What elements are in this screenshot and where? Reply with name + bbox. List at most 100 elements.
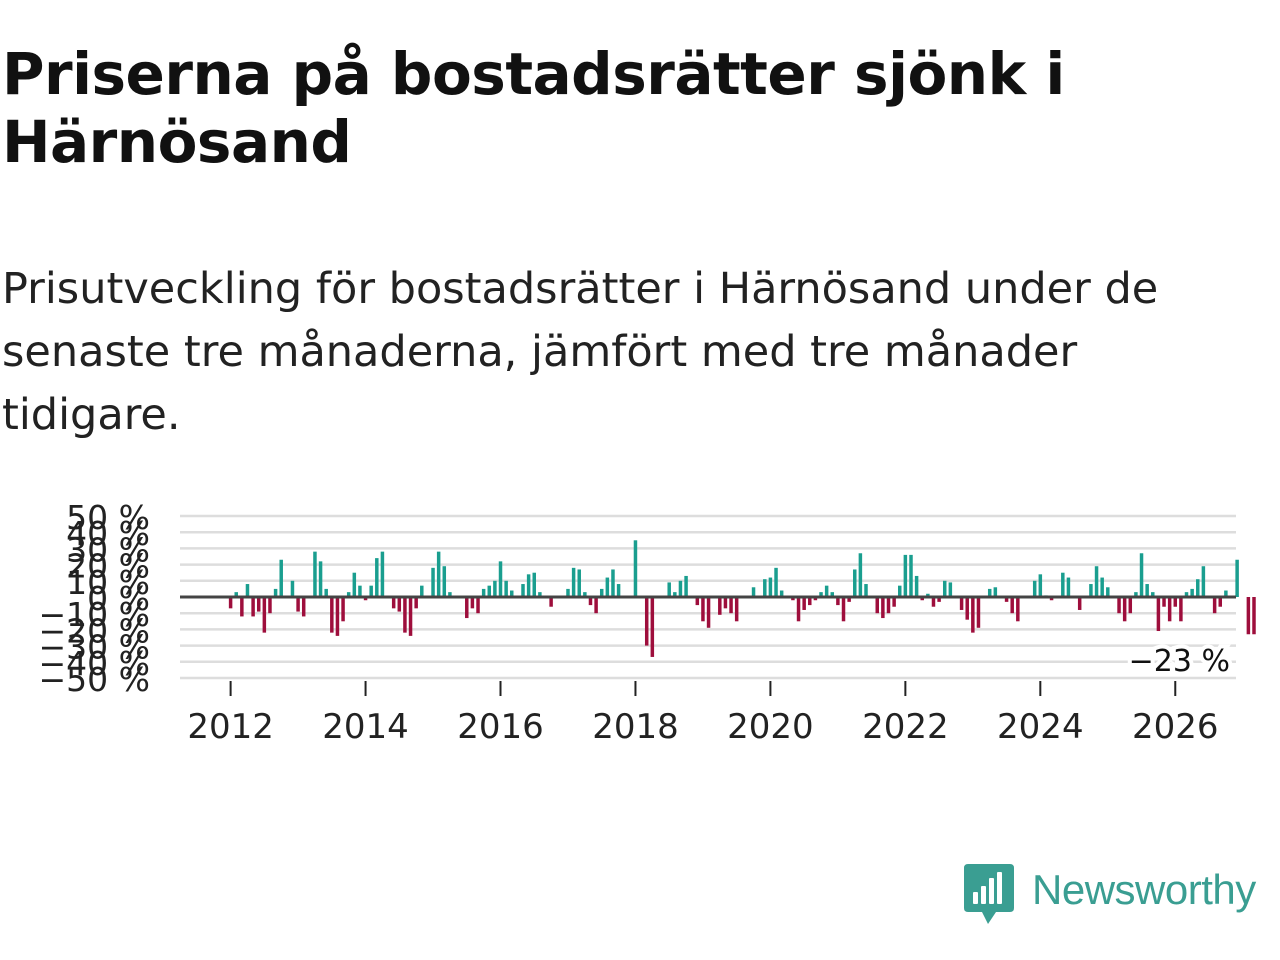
bar [279,559,283,597]
bar [318,561,323,597]
y-tick-label: 50 % [66,498,150,537]
bar [644,597,649,646]
bar [262,597,267,633]
bar [403,597,407,633]
bar [571,567,576,597]
bar [976,597,981,628]
bar [886,597,891,614]
bar [1016,597,1020,622]
bar [1235,559,1239,597]
bar [375,558,379,597]
bar [448,592,452,597]
bar [729,597,733,614]
bar [594,597,598,614]
bar [1032,580,1037,597]
bar [273,588,278,597]
bar [234,592,238,597]
bar [240,597,244,617]
bar [1224,590,1228,597]
bar [504,580,508,597]
bar [358,585,362,597]
x-tick-label: 2026 [1132,707,1219,747]
bar [487,585,492,597]
bar [791,597,795,601]
x-tick-label: 2020 [727,707,814,747]
bar [858,553,863,597]
bar [1122,597,1127,622]
bar [942,580,947,597]
bar [808,597,812,606]
bar [498,561,503,597]
bar [465,597,469,619]
bar [684,575,688,597]
bar [352,572,357,597]
bar [1173,597,1178,607]
x-tick-label: 2018 [592,707,679,747]
bar [1162,597,1166,607]
bar [673,592,677,597]
bar [470,597,475,609]
bar [538,592,542,597]
newsworthy-logo-icon [964,864,1014,924]
bar [1145,584,1149,597]
bar [408,597,413,636]
bar [476,597,480,614]
bar [824,585,829,597]
bar [1201,566,1206,597]
y-tick-label: −50 % [39,660,151,699]
bar [841,597,846,622]
bar [346,592,351,597]
bar [1128,597,1133,614]
bar [301,597,306,617]
bar [965,597,969,620]
bar [633,540,638,597]
bar [330,597,334,633]
bar [881,597,885,619]
y-tick-label: 20 % [66,547,150,586]
bar [1038,574,1043,597]
bar [1139,553,1144,597]
bar [526,574,531,597]
y-tick-label: 0 % [87,579,150,618]
bar [256,597,261,612]
bar [1049,597,1054,601]
bar [734,597,739,622]
bar [763,579,767,597]
y-axis-labels: 50 %40 %30 %20 %10 %0 %−10 %−20 %−30 %−4… [39,498,151,699]
bar [1061,572,1065,597]
bar [1252,597,1256,635]
bar [836,597,840,606]
bar [420,585,424,597]
bar [1066,577,1071,597]
y-tick-label: 40 % [66,514,150,553]
bar [1218,597,1222,607]
bar [341,597,345,622]
price-change-chart: 50 %40 %30 %20 %10 %0 %−10 %−20 %−30 %−4… [39,498,1256,747]
bar [774,567,778,597]
bar [678,580,683,597]
bar [1117,597,1121,614]
bar [251,597,255,617]
bar [667,582,671,597]
bar [481,588,486,597]
bar [611,569,615,597]
bar [1179,597,1183,622]
bar [931,597,936,607]
x-tick-label: 2022 [862,707,949,747]
bar [1212,597,1217,614]
bar [436,551,441,597]
bar [779,590,784,597]
bar [599,588,604,597]
bar [926,593,930,597]
bar [959,597,964,610]
bar [819,592,823,597]
bar [1196,579,1200,597]
bar [431,567,435,597]
bar [695,597,700,606]
bar [909,554,913,597]
bar [1184,592,1189,597]
bar [937,597,941,602]
bar [971,597,975,633]
bar [796,597,801,622]
bar [864,584,868,597]
